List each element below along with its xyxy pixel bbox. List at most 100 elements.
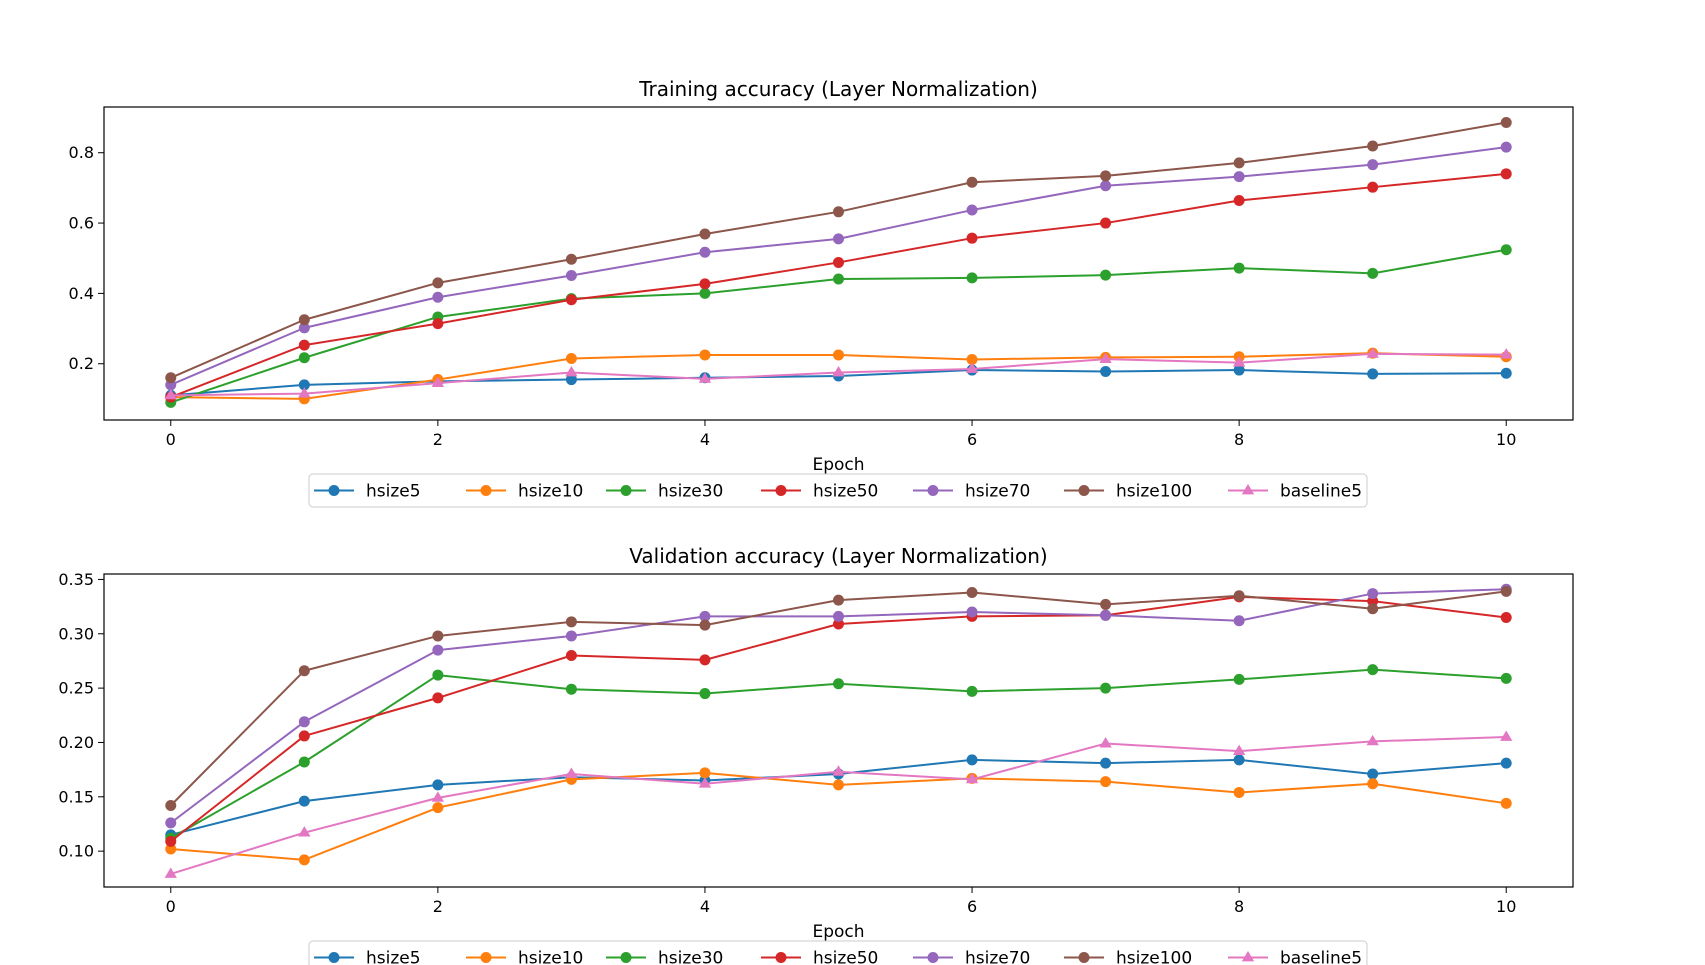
hsize50-point <box>165 835 177 847</box>
hsize100-line <box>170 121 1507 379</box>
hsize30-point <box>1233 262 1245 274</box>
hsize10-point <box>833 349 844 361</box>
hsize10-point <box>699 349 711 361</box>
hsize70-point <box>165 817 177 829</box>
legend-marker <box>1241 484 1255 495</box>
hsize70-point <box>432 291 444 303</box>
legend-label: hsize50 <box>813 949 878 965</box>
hsize5-point <box>966 754 978 766</box>
legend-marker <box>1078 952 1090 963</box>
legend-marker <box>927 485 939 496</box>
baseline5-point <box>298 387 311 398</box>
baseline5-point <box>832 366 845 377</box>
hsize50-point <box>1367 181 1379 193</box>
x-tick-label: 8 <box>1234 897 1244 916</box>
hsize100-point <box>1367 603 1379 615</box>
hsize30-point <box>298 756 310 768</box>
legend-marker <box>328 952 340 963</box>
hsize10-point <box>565 352 577 364</box>
legend-marker <box>620 952 632 963</box>
hsize5-point <box>1233 754 1245 766</box>
y-tick-label: 0.8 <box>69 143 94 162</box>
legend-label: hsize30 <box>658 482 723 502</box>
legend-item-hsize5: hsize5 <box>314 949 421 965</box>
hsize30-point <box>966 685 978 697</box>
hsize70-point <box>1500 141 1512 153</box>
series-hsize70 <box>165 583 1512 829</box>
legend-label: baseline5 <box>1280 482 1362 502</box>
baseline5-point <box>431 376 445 387</box>
hsize5-point <box>565 374 577 386</box>
hsize50-point <box>432 318 444 330</box>
legend-label: hsize5 <box>366 482 421 502</box>
hsize10-point <box>1500 797 1512 809</box>
legend-item-hsize30: hsize30 <box>606 949 723 965</box>
hsize5-point <box>1500 367 1512 379</box>
hsize70-point <box>1367 588 1379 600</box>
y-tick-label: 0.35 <box>58 570 94 589</box>
y-tick-label: 0.20 <box>58 733 94 752</box>
legend-label: hsize70 <box>965 482 1030 502</box>
hsize5-point <box>298 379 310 391</box>
hsize100-point <box>298 314 310 326</box>
x-tick-label: 10 <box>1496 430 1516 449</box>
legend-label: hsize70 <box>965 949 1030 965</box>
legend-label: baseline5 <box>1280 949 1362 965</box>
legend-marker <box>927 952 939 963</box>
hsize30-point <box>1500 244 1512 256</box>
hsize70-point <box>565 269 577 281</box>
x-axis-label: Epoch <box>812 922 864 942</box>
hsize10-point <box>966 354 978 366</box>
hsize100-point <box>699 228 711 240</box>
hsize100-point <box>1100 170 1112 182</box>
subplot-1: Training accuracy (Layer Normalization) 0… <box>69 77 1574 508</box>
x-tick-label: 10 <box>1496 897 1516 916</box>
x-tick-label: 6 <box>967 430 977 449</box>
hsize30-point <box>1233 673 1245 685</box>
hsize100-point <box>432 277 444 289</box>
baseline5-point <box>1232 356 1246 367</box>
chart-title: Validation accuracy (Layer Normalization… <box>629 544 1047 568</box>
hsize100-point <box>298 665 310 677</box>
legend-item-hsize5: hsize5 <box>314 482 421 502</box>
hsize5-point <box>1100 757 1112 769</box>
hsize50-point <box>432 692 444 704</box>
x-tick-label: 8 <box>1234 430 1244 449</box>
y-tick-label: 0.15 <box>58 787 94 806</box>
legend-item-baseline5: baseline5 <box>1228 949 1362 965</box>
hsize100-point <box>565 616 577 628</box>
hsize5-point <box>1100 365 1112 377</box>
legend-item-hsize30: hsize30 <box>606 482 723 502</box>
legend-marker <box>480 485 492 496</box>
hsize50-point <box>1500 611 1512 623</box>
legend-item-hsize70: hsize70 <box>913 949 1030 965</box>
baseline5-point <box>431 791 445 802</box>
hsize10-point <box>165 843 177 855</box>
hsize100-point <box>699 619 711 631</box>
hsize100-point <box>165 372 177 384</box>
hsize50-point <box>298 339 310 351</box>
hsize30-line <box>170 668 1507 839</box>
axes-frame <box>103 106 1574 421</box>
y-tick-label: 0.30 <box>58 624 94 643</box>
x-axis-label: Epoch <box>812 455 864 475</box>
legend-marker <box>775 952 787 963</box>
hsize70-point <box>1100 180 1112 192</box>
hsize70-point <box>699 610 711 622</box>
hsize100-point <box>1233 157 1245 169</box>
legend-label: hsize100 <box>1116 482 1192 502</box>
hsize100-point <box>565 253 577 265</box>
legend-label: hsize30 <box>658 949 723 965</box>
hsize100-point <box>966 176 978 188</box>
series-hsize70 <box>165 141 1512 391</box>
baseline5-point <box>698 777 712 788</box>
hsize70-point <box>298 322 310 334</box>
y-tick-label: 0.2 <box>69 354 94 373</box>
series-hsize50 <box>165 168 1512 403</box>
hsize70-point <box>565 630 577 642</box>
hsize50-point <box>565 650 577 662</box>
legend-item-hsize10: hsize10 <box>466 949 583 965</box>
hsize100-point <box>966 586 978 598</box>
hsize70-point <box>1233 171 1245 183</box>
series-hsize100 <box>165 585 1512 811</box>
